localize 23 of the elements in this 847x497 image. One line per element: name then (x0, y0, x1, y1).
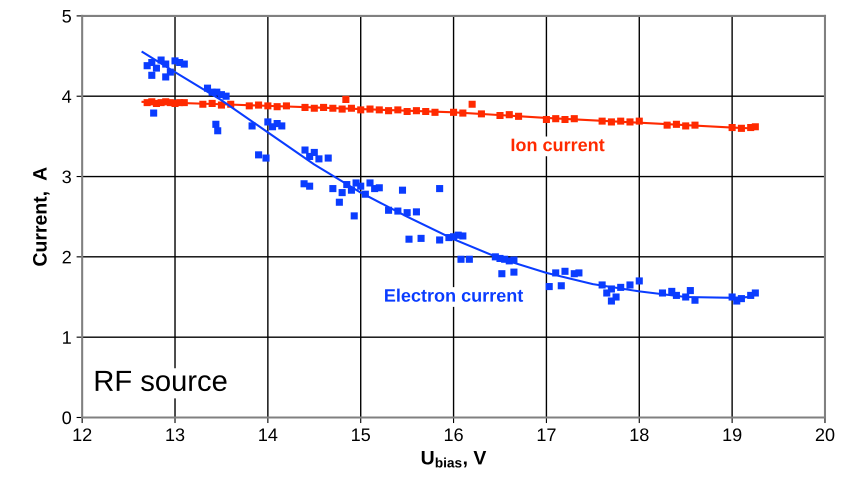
y-axis-title: Current, A (32, 167, 50, 266)
x-tick-label: 17 (538, 428, 556, 441)
point (752, 123, 759, 130)
x-tick-label: 14 (259, 428, 278, 441)
series-label: Electron current (385, 288, 524, 302)
x-tick-label: 18 (630, 428, 649, 442)
annotation: RF source (96, 370, 227, 392)
x-tick-label: 16 (444, 428, 463, 442)
y-tick-label: 4 (62, 90, 72, 103)
y-tick-label: 5 (62, 10, 71, 23)
series-label: Ion current (512, 138, 604, 152)
x-tick-label: 19 (723, 428, 742, 442)
y-tick-label: 3 (62, 170, 71, 184)
x-tick-label: 15 (352, 428, 370, 442)
y-tick-label: 1 (63, 331, 71, 344)
y-tick-label: 2 (62, 250, 71, 264)
x-tick-label: 12 (73, 428, 92, 441)
x-axis-title: U$_{bias}$, V (422, 450, 486, 468)
point (342, 96, 350, 103)
point (468, 100, 476, 108)
y-tick-label: 0 (62, 411, 72, 424)
x-tick-label: 20 (816, 428, 834, 442)
x-tick-label: 13 (166, 428, 184, 442)
